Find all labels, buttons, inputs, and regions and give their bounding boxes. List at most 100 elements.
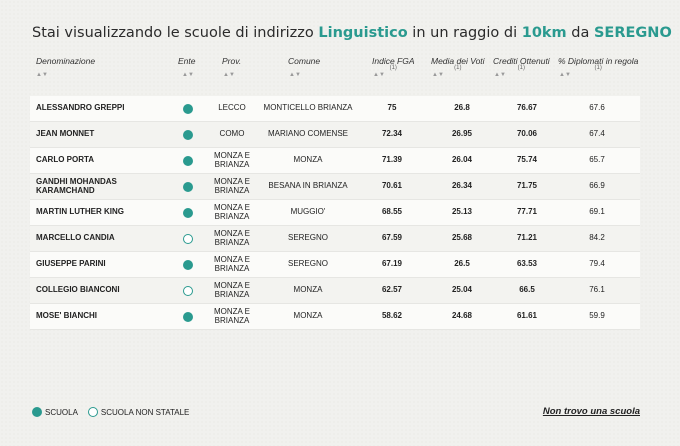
title-raggio: 10km [521, 25, 567, 41]
legend-item-scuola: SCUOLA [32, 407, 78, 417]
prov-cell: LECCO [218, 103, 246, 113]
sort-denominazione-icon[interactable]: ▲▼ [36, 72, 48, 78]
school-type-dot-icon [183, 233, 193, 244]
media-cell: 26.5 [454, 259, 470, 269]
column-header-prov[interactable]: Prov. [222, 56, 242, 66]
sort-crediti-icon[interactable]: ▲▼ [494, 72, 506, 78]
table-row[interactable]: GANDHI MOHANDAS KARAMCHAND MONZA E BRIAN… [30, 174, 640, 200]
column-header-comune[interactable]: Comune [288, 56, 321, 66]
crediti-note: (1) [517, 65, 526, 71]
fga-cell: 58.62 [381, 311, 403, 321]
title-da: da [566, 25, 594, 41]
prov-cell: MONZA E BRIANZA [213, 151, 250, 169]
comune-cell: MONZA [293, 311, 323, 321]
fga-cell: 72.34 [381, 129, 403, 139]
legend-non-statale-label: SCUOLA NON STATALE [100, 407, 190, 417]
prov-cell: MONZA E BRIANZA [213, 229, 250, 247]
sort-prov-icon[interactable]: ▲▼ [223, 72, 235, 78]
diplomati-cell: 84.2 [589, 233, 605, 243]
crediti-cell: 71.21 [516, 233, 538, 243]
column-header-diplomati[interactable]: % Diplomati in regola (1) [558, 56, 639, 71]
crediti-cell: 71.75 [516, 181, 538, 191]
table-row[interactable]: JEAN MONNET COMO MARIANO COMENSE 72.34 2… [30, 122, 640, 148]
sort-media-icon[interactable]: ▲▼ [432, 72, 444, 78]
column-header-media[interactable]: Media dei Voti (1) [431, 56, 485, 71]
diplomati-cell: 67.6 [589, 103, 605, 113]
crediti-cell: 66.5 [519, 285, 535, 295]
legend-item-non-statale: SCUOLA NON STATALE [87, 407, 190, 417]
diplomati-cell: 79.4 [589, 259, 605, 269]
sort-comune-icon[interactable]: ▲▼ [289, 72, 301, 78]
table-row[interactable]: ALESSANDRO GREPPI LECCO MONTICELLO BRIAN… [30, 96, 640, 122]
ente-cell [180, 304, 196, 329]
school-name[interactable]: MARTIN LUTHER KING [36, 207, 124, 217]
column-header-denominazione[interactable]: Denominazione [36, 56, 96, 66]
comune-cell: MONZA [293, 155, 323, 165]
school-name[interactable]: JEAN MONNET [36, 129, 95, 139]
school-name[interactable]: COLLEGIO BIANCONI [36, 285, 120, 295]
school-type-dot-icon [183, 103, 193, 114]
school-name[interactable]: GIUSEPPE PARINI [36, 259, 106, 269]
table-row[interactable]: MARCELLO CANDIA MONZA E BRIANZA SEREGNO … [30, 226, 640, 252]
ente-cell [180, 96, 196, 121]
diplomati-cell: 59.9 [589, 311, 605, 321]
column-header-fga[interactable]: Indice FGA (1) [372, 56, 415, 71]
school-type-dot-icon [183, 207, 193, 218]
comune-cell: MARIANO COMENSE [267, 129, 348, 139]
school-type-dot-icon [183, 311, 193, 322]
title-indirizzo: Linguistico [318, 25, 408, 41]
column-header-ente[interactable]: Ente [178, 56, 196, 66]
table-row[interactable]: GIUSEPPE PARINI MONZA E BRIANZA SEREGNO … [30, 252, 640, 278]
media-cell: 26.34 [451, 181, 473, 191]
school-type-dot-icon [183, 155, 193, 166]
diplomati-cell: 65.7 [589, 155, 605, 165]
crediti-cell: 76.67 [516, 103, 538, 113]
table-row[interactable]: MARTIN LUTHER KING MONZA E BRIANZA MUGGI… [30, 200, 640, 226]
school-name[interactable]: GANDHI MOHANDAS KARAMCHAND [36, 177, 117, 195]
table-row[interactable]: MOSE' BIANCHI MONZA E BRIANZA MONZA 58.6… [30, 304, 640, 330]
ente-cell [180, 174, 196, 199]
media-note: (1) [454, 65, 462, 71]
ente-cell [180, 122, 196, 147]
school-name[interactable]: CARLO PORTA [36, 155, 95, 165]
prov-cell: MONZA E BRIANZA [213, 203, 250, 221]
school-name[interactable]: ALESSANDRO GREPPI [36, 103, 125, 113]
title-middle: in un raggio di [407, 25, 522, 41]
sort-ente-icon[interactable]: ▲▼ [182, 72, 194, 78]
column-header-crediti[interactable]: Crediti Ottenuti (1) [493, 56, 550, 71]
ente-cell [180, 278, 196, 303]
table-row[interactable]: CARLO PORTA MONZA E BRIANZA MONZA 71.39 … [30, 148, 640, 174]
fga-cell: 70.61 [381, 181, 403, 191]
comune-cell: MONTICELLO BRIANZA [263, 103, 353, 113]
diplomati-cell: 67.4 [589, 129, 605, 139]
comune-cell: SEREGNO [287, 259, 328, 269]
fga-cell: 68.55 [381, 207, 403, 217]
school-name[interactable]: MARCELLO CANDIA [36, 233, 115, 243]
comune-cell: BESANA IN BRIANZA [268, 181, 348, 191]
school-name[interactable]: MOSE' BIANCHI [36, 311, 98, 321]
media-cell: 26.04 [451, 155, 473, 165]
media-cell: 25.13 [451, 207, 473, 217]
sort-fga-icon[interactable]: ▲▼ [373, 72, 385, 78]
schools-table: Denominazione Ente Prov. Comune Indice F… [30, 48, 640, 330]
fga-note: (1) [389, 65, 397, 71]
fga-cell: 71.39 [381, 155, 403, 165]
fga-cell: 67.19 [381, 259, 403, 269]
not-found-link[interactable]: Non trovo una scuola [542, 406, 640, 417]
prov-cell: COMO [219, 129, 245, 139]
media-cell: 26.8 [454, 103, 470, 113]
school-type-dot-icon [183, 181, 193, 192]
prov-cell: MONZA E BRIANZA [213, 255, 250, 273]
diplomati-cell: 69.1 [589, 207, 605, 217]
school-type-dot-icon [183, 129, 193, 140]
fga-cell: 67.59 [381, 233, 403, 243]
comune-cell: MUGGIO' [290, 207, 326, 217]
table-row[interactable]: COLLEGIO BIANCONI MONZA E BRIANZA MONZA … [30, 278, 640, 304]
table-body: ALESSANDRO GREPPI LECCO MONTICELLO BRIAN… [30, 96, 640, 330]
crediti-cell: 77.71 [516, 207, 538, 217]
table-header: Denominazione Ente Prov. Comune Indice F… [30, 48, 640, 94]
ente-cell [180, 200, 196, 225]
sort-diplomati-icon[interactable]: ▲▼ [559, 72, 571, 78]
fga-cell: 62.57 [381, 285, 403, 295]
media-cell: 25.68 [451, 233, 473, 243]
